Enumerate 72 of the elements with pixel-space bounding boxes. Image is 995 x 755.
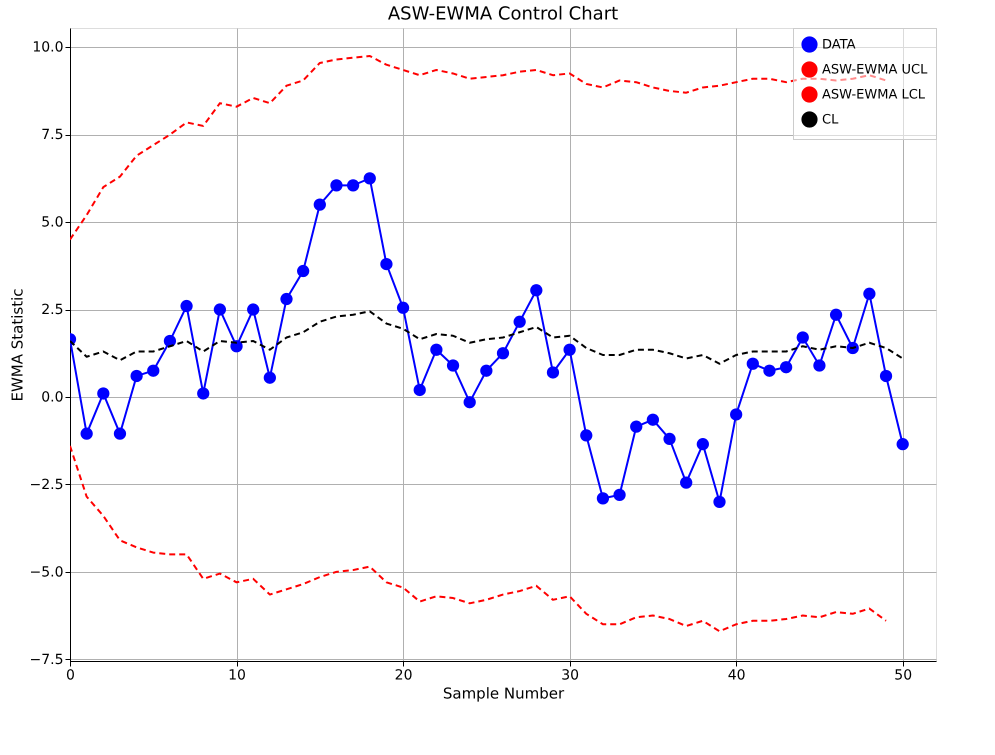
point bbox=[813, 359, 826, 372]
point bbox=[197, 387, 210, 400]
point bbox=[630, 420, 642, 433]
point bbox=[114, 428, 126, 440]
x-tick-label: 40 bbox=[728, 668, 746, 684]
y-tick-label: −2.5 bbox=[30, 476, 64, 493]
point bbox=[130, 370, 143, 382]
point bbox=[514, 316, 526, 328]
x-tick-label: 50 bbox=[894, 668, 912, 684]
point bbox=[613, 488, 626, 501]
y-tick-label: 10.0 bbox=[32, 40, 64, 56]
y-tick-label: −7.5 bbox=[30, 652, 64, 668]
point bbox=[230, 340, 243, 352]
point bbox=[863, 288, 876, 300]
point bbox=[446, 359, 460, 372]
point bbox=[530, 284, 542, 296]
point bbox=[730, 408, 742, 421]
point bbox=[97, 387, 110, 400]
point bbox=[880, 370, 892, 382]
point bbox=[830, 308, 842, 321]
point bbox=[247, 303, 260, 316]
point bbox=[746, 358, 759, 370]
point bbox=[896, 438, 909, 450]
x-tick-label: 10 bbox=[228, 668, 246, 684]
legend-label: CL bbox=[822, 112, 840, 128]
point bbox=[380, 258, 393, 270]
point bbox=[330, 179, 343, 192]
point bbox=[280, 292, 293, 306]
line-series bbox=[70, 310, 904, 365]
x-tick-label: 20 bbox=[394, 668, 412, 684]
legend-label: DATA bbox=[822, 38, 856, 52]
legend-label: ASW-EWMA LCL bbox=[822, 88, 926, 102]
point bbox=[346, 179, 360, 192]
y-tick-label: 7.5 bbox=[41, 127, 64, 144]
point bbox=[314, 198, 326, 211]
point bbox=[696, 438, 709, 450]
point bbox=[147, 364, 160, 377]
y-tick-label: 5.0 bbox=[41, 214, 64, 231]
point bbox=[164, 334, 176, 348]
point bbox=[180, 300, 193, 312]
legend-label: ASW-EWMA UCL bbox=[822, 62, 928, 78]
x-axis-title: Sample Number bbox=[442, 684, 565, 702]
point bbox=[80, 428, 93, 440]
point bbox=[496, 347, 510, 360]
point bbox=[297, 264, 310, 278]
point bbox=[480, 364, 492, 377]
point bbox=[464, 396, 476, 408]
point bbox=[430, 344, 443, 356]
x-tick-label: 30 bbox=[561, 668, 580, 684]
point bbox=[680, 476, 692, 489]
point bbox=[546, 366, 560, 379]
point bbox=[364, 172, 376, 184]
line-series bbox=[70, 444, 888, 632]
y-axis-title: EWMA Statistic bbox=[8, 288, 27, 402]
point bbox=[713, 496, 726, 508]
point bbox=[663, 432, 676, 446]
point bbox=[646, 414, 660, 426]
point bbox=[414, 384, 426, 396]
point bbox=[763, 364, 776, 377]
x-tick-label: 0 bbox=[66, 668, 75, 684]
point bbox=[580, 429, 592, 442]
point bbox=[563, 344, 576, 356]
point bbox=[214, 303, 226, 316]
point bbox=[264, 372, 276, 384]
y-tick-label: −5.0 bbox=[30, 564, 64, 580]
point bbox=[780, 361, 792, 374]
point bbox=[796, 331, 809, 344]
point bbox=[596, 492, 610, 504]
chart-title: ASW-EWMA Control Chart bbox=[388, 4, 618, 24]
y-tick-label: 2.5 bbox=[41, 302, 64, 318]
y-tick-label: 0.0 bbox=[41, 389, 64, 406]
point bbox=[396, 302, 410, 314]
